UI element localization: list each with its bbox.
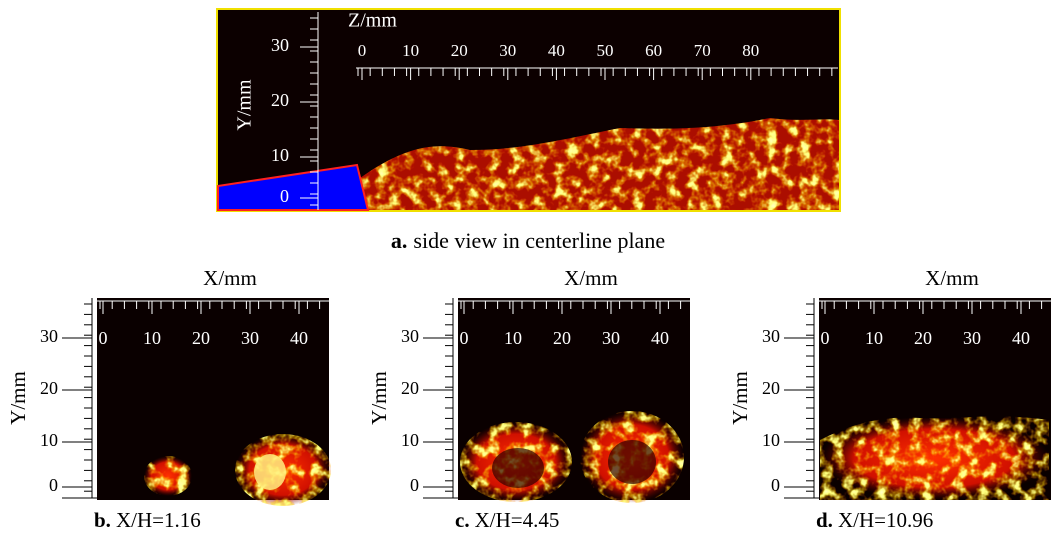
y-tick-label: 30 [762,326,780,346]
x-tick-label: 40 [548,41,565,60]
y-tick-label: 20 [40,378,58,398]
caption-text: X/H=1.16 [116,508,201,532]
x-axis-label: X/mm [564,266,618,290]
caption: b. X/H=1.16 [94,508,201,532]
x-tick-label: 20 [914,328,932,348]
y-tick-label: 10 [271,145,289,165]
x-tick-label: 30 [241,328,259,348]
y-tick-label: 0 [410,475,419,495]
x-tick-label: 0 [358,41,367,60]
y-tick-label: 10 [40,430,58,450]
x-tick-label: 10 [143,328,161,348]
panel-b: 30 20 10 0 0 10 20 30 40 X/mm Y/mm b. X/H=1.16 [6,266,331,532]
y-tick-label: 20 [762,378,780,398]
y-axis-label: Y/mm [6,371,30,425]
x-tick-label: 0 [99,328,108,348]
caption-label: c. [455,508,470,532]
x-axis-label: Z/mm [348,10,397,32]
caption: a. side view in centerline plane [391,228,665,253]
x-tick-label: 20 [451,41,468,60]
panel-a: 30 20 10 0 0 10 20 30 40 50 60 70 80 Z/mm Y/mm a. side v… [216,8,841,253]
x-tick-label: 40 [651,328,669,348]
x-tick-label: 70 [694,41,711,60]
flame-hole [492,448,544,488]
y-tick-label: 0 [280,186,289,206]
x-tick-label: 10 [402,41,419,60]
y-tick-label: 30 [271,35,289,55]
y-tick-label: 30 [40,326,58,346]
x-tick-label: 0 [821,328,830,348]
caption-text: X/H=10.96 [838,508,933,532]
x-tick-label: 20 [192,328,210,348]
y-tick-label: 30 [401,326,419,346]
x-tick-label: 30 [499,41,516,60]
flame-core [254,454,286,490]
caption-label: a. [391,228,408,253]
x-tick-label: 50 [597,41,614,60]
y-tick-label: 0 [771,475,780,495]
x-tick-label: 10 [865,328,883,348]
y-axis-label: Y/mm [728,371,752,425]
x-tick-label: 40 [1012,328,1030,348]
x-tick-label: 80 [742,41,759,60]
caption-text: X/H=4.45 [475,508,560,532]
x-tick-label: 0 [460,328,469,348]
flame-texture [144,456,192,496]
caption: d. X/H=10.96 [816,508,933,532]
x-axis-label: X/mm [203,266,257,290]
flame-hole [608,440,656,484]
y-axis-label: Y/mm [234,79,256,131]
panel-d: 30 20 10 0 0 10 20 30 40 X/mm Y/mm d. X/H=10.96 [728,266,1051,532]
y-tick-label: 10 [401,430,419,450]
y-tick-label: 20 [271,90,289,110]
y-tick-label: 0 [49,475,58,495]
caption-label: d. [816,508,833,532]
x-tick-label: 30 [602,328,620,348]
panel-c: 30 20 10 0 0 10 20 30 40 X/mm Y/mm c. X/H=4.45 [367,266,690,532]
x-tick-label: 10 [504,328,522,348]
caption: c. X/H=4.45 [455,508,559,532]
y-axis-label: Y/mm [367,371,391,425]
x-tick-label: 30 [963,328,981,348]
x-axis-label: X/mm [925,266,979,290]
x-tick-label: 20 [553,328,571,348]
x-tick-label: 40 [290,328,308,348]
x-tick-label: 60 [645,41,662,60]
y-tick-label: 10 [762,430,780,450]
flame-texture [820,416,1049,500]
caption-label: b. [94,508,111,532]
caption-text: side view in centerline plane [413,228,665,253]
y-tick-label: 20 [401,378,419,398]
flame-texture [360,118,839,210]
